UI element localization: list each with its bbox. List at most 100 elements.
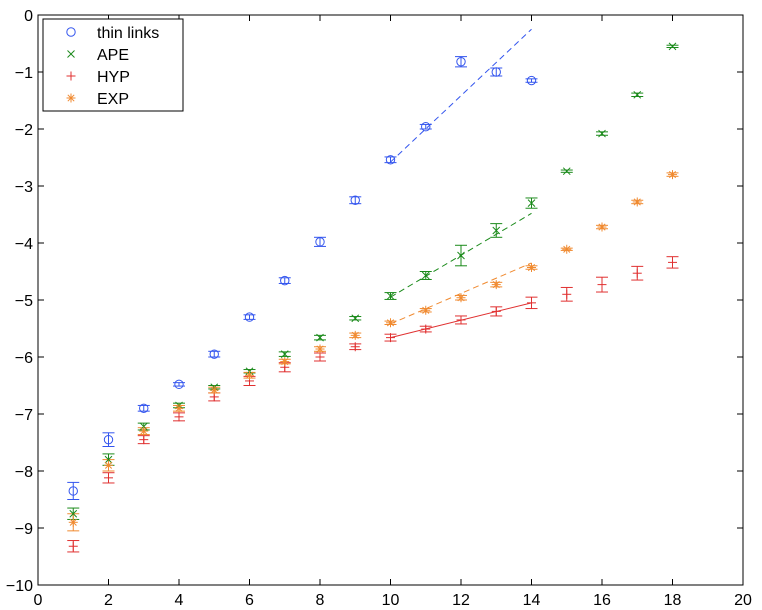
legend-box (42, 18, 184, 112)
data-point (491, 280, 501, 290)
y-tick-label: −4 (15, 236, 33, 253)
data-point (597, 222, 607, 232)
data-point (562, 244, 572, 254)
x-tick-label: 8 (316, 592, 325, 609)
data-point (244, 312, 255, 322)
x-tick-label: 4 (175, 592, 184, 609)
y-tick-label: −2 (15, 122, 33, 139)
data-point (456, 315, 466, 325)
data-point (456, 293, 466, 303)
data-point (315, 352, 325, 362)
data-point (491, 67, 501, 77)
data-point (104, 455, 113, 464)
y-tick-label: 0 (24, 8, 33, 25)
data-point (421, 271, 430, 280)
data-point (527, 263, 536, 273)
error-bar (384, 156, 397, 164)
x-tick-label: 0 (34, 592, 43, 609)
data-point (280, 275, 290, 286)
x-tick-label: 2 (104, 592, 113, 609)
legend-label: APE (97, 47, 129, 64)
data-point (280, 350, 289, 359)
data-point (103, 434, 114, 445)
data-point (139, 426, 149, 436)
legend-marker (66, 27, 76, 37)
error-bar (137, 404, 150, 412)
axis-ticks (37, 14, 744, 586)
data-point (68, 517, 78, 527)
x-tick-label: 6 (245, 592, 254, 609)
legend-marker (66, 71, 76, 81)
data-point (527, 199, 536, 207)
y-tick-label: −6 (15, 350, 33, 367)
data-point (668, 170, 677, 180)
y-tick-label: −9 (15, 521, 33, 538)
data-point (315, 344, 325, 354)
y-tick-label: −8 (15, 464, 33, 481)
error-bar (278, 277, 291, 284)
data-point (351, 314, 360, 323)
data-point (491, 306, 501, 316)
legend-marker (67, 50, 75, 58)
data-point (385, 155, 396, 165)
data-point (421, 305, 431, 315)
data-point (562, 167, 571, 176)
fit-line (390, 262, 532, 325)
y-tick-label: −7 (15, 407, 33, 424)
data-point (68, 486, 78, 496)
data-point (668, 42, 677, 51)
data-point (104, 473, 113, 483)
data-point (139, 435, 149, 445)
data-point (316, 333, 324, 342)
error-bar (455, 56, 467, 68)
data-point (350, 330, 360, 340)
x-tick-label: 18 (664, 592, 682, 609)
data-point (633, 90, 642, 99)
y-tick-label: −10 (6, 578, 33, 595)
data-point (69, 509, 78, 518)
data-point (526, 75, 537, 86)
error-bar (67, 481, 80, 500)
data-point (139, 403, 149, 413)
data-point (315, 237, 325, 247)
tick-labels: 0 2 4 6 8 10 12 14 16 18 20−10−9−8−7−6−5−4−3−2−10 (6, 8, 752, 609)
data-point (209, 349, 219, 359)
data-point (421, 324, 431, 334)
legend-marker (66, 93, 76, 103)
data-point (597, 280, 607, 290)
data-point (457, 251, 465, 260)
x-tick-label: 20 (734, 592, 752, 609)
x-tick-label: 16 (593, 592, 611, 609)
data-point (350, 195, 360, 205)
fit-line (390, 28, 532, 163)
data-markers (68, 42, 677, 551)
data-point (598, 129, 606, 138)
data-point (350, 342, 360, 352)
y-tick-label: −5 (15, 293, 33, 310)
data-point (209, 385, 219, 395)
data-point (174, 412, 184, 422)
data-point (421, 122, 431, 132)
data-point (632, 268, 642, 278)
data-point (562, 289, 572, 299)
data-point (456, 57, 466, 67)
legend-label: thin links (97, 25, 159, 42)
data-point (104, 460, 113, 470)
data-point (280, 357, 290, 367)
legend-label: EXP (97, 91, 129, 108)
data-point (527, 298, 536, 308)
data-point (174, 379, 184, 390)
y-tick-label: −1 (15, 65, 33, 82)
data-point (386, 318, 395, 328)
error-bar (349, 196, 362, 205)
x-tick-label: 12 (452, 592, 470, 609)
data-point (492, 226, 501, 235)
data-point (386, 292, 395, 300)
data-point (386, 333, 395, 343)
data-point (68, 541, 78, 551)
data-point (668, 257, 677, 267)
data-point (245, 370, 254, 380)
data-point (174, 403, 184, 413)
legend-label: HYP (97, 69, 130, 86)
